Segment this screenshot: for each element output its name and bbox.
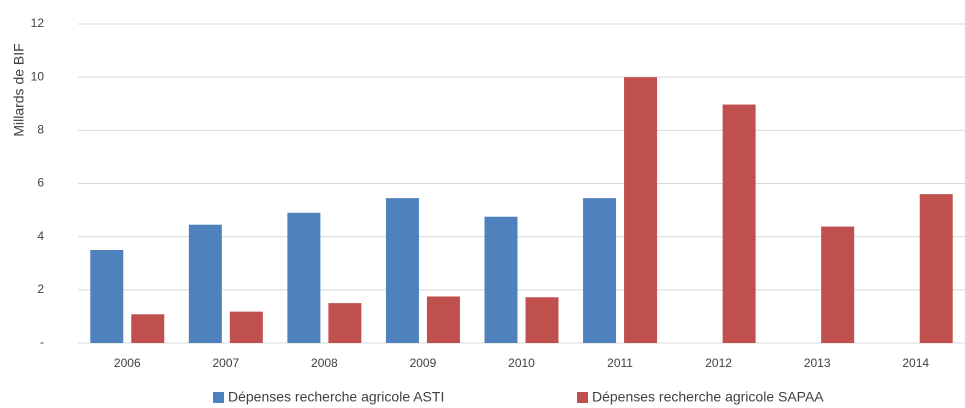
y-tick-label: 4 — [37, 229, 44, 243]
bar — [131, 314, 165, 343]
y-tick-label: 6 — [37, 176, 44, 190]
bar — [385, 198, 419, 343]
y-axis-label: Millards de BIF — [11, 43, 27, 136]
bar — [919, 194, 953, 343]
bar — [484, 216, 518, 343]
bar — [583, 198, 617, 343]
x-tick-label: 2014 — [902, 356, 929, 370]
y-tick-label: 8 — [37, 123, 44, 137]
legend-swatch — [577, 392, 588, 403]
bar — [90, 249, 124, 343]
x-tick-label: 2009 — [410, 356, 437, 370]
bar — [188, 224, 222, 343]
y-tick-label: 12 — [31, 16, 45, 30]
x-tick-label: 2010 — [508, 356, 535, 370]
bar — [328, 303, 362, 343]
x-tick-label: 2011 — [607, 356, 633, 370]
bar — [287, 212, 321, 343]
bar — [525, 297, 559, 343]
x-tick-label: 2008 — [311, 356, 338, 370]
x-tick-label: 2007 — [212, 356, 239, 370]
y-tick-label: 10 — [31, 69, 45, 83]
x-tick-label: 2012 — [705, 356, 732, 370]
bar — [624, 77, 658, 344]
legend-swatch — [213, 392, 224, 403]
bar — [426, 296, 460, 343]
y-tick-label: - — [40, 335, 44, 349]
x-tick-label: 2013 — [804, 356, 831, 370]
x-tick-label: 2006 — [114, 356, 141, 370]
bar — [722, 104, 756, 343]
legend-label: Dépenses recherche agricole SAPAA — [592, 389, 824, 405]
legend-label: Dépenses recherche agricole ASTI — [228, 389, 444, 405]
bar — [229, 311, 263, 343]
y-tick-label: 2 — [37, 282, 44, 296]
bar — [821, 226, 855, 343]
